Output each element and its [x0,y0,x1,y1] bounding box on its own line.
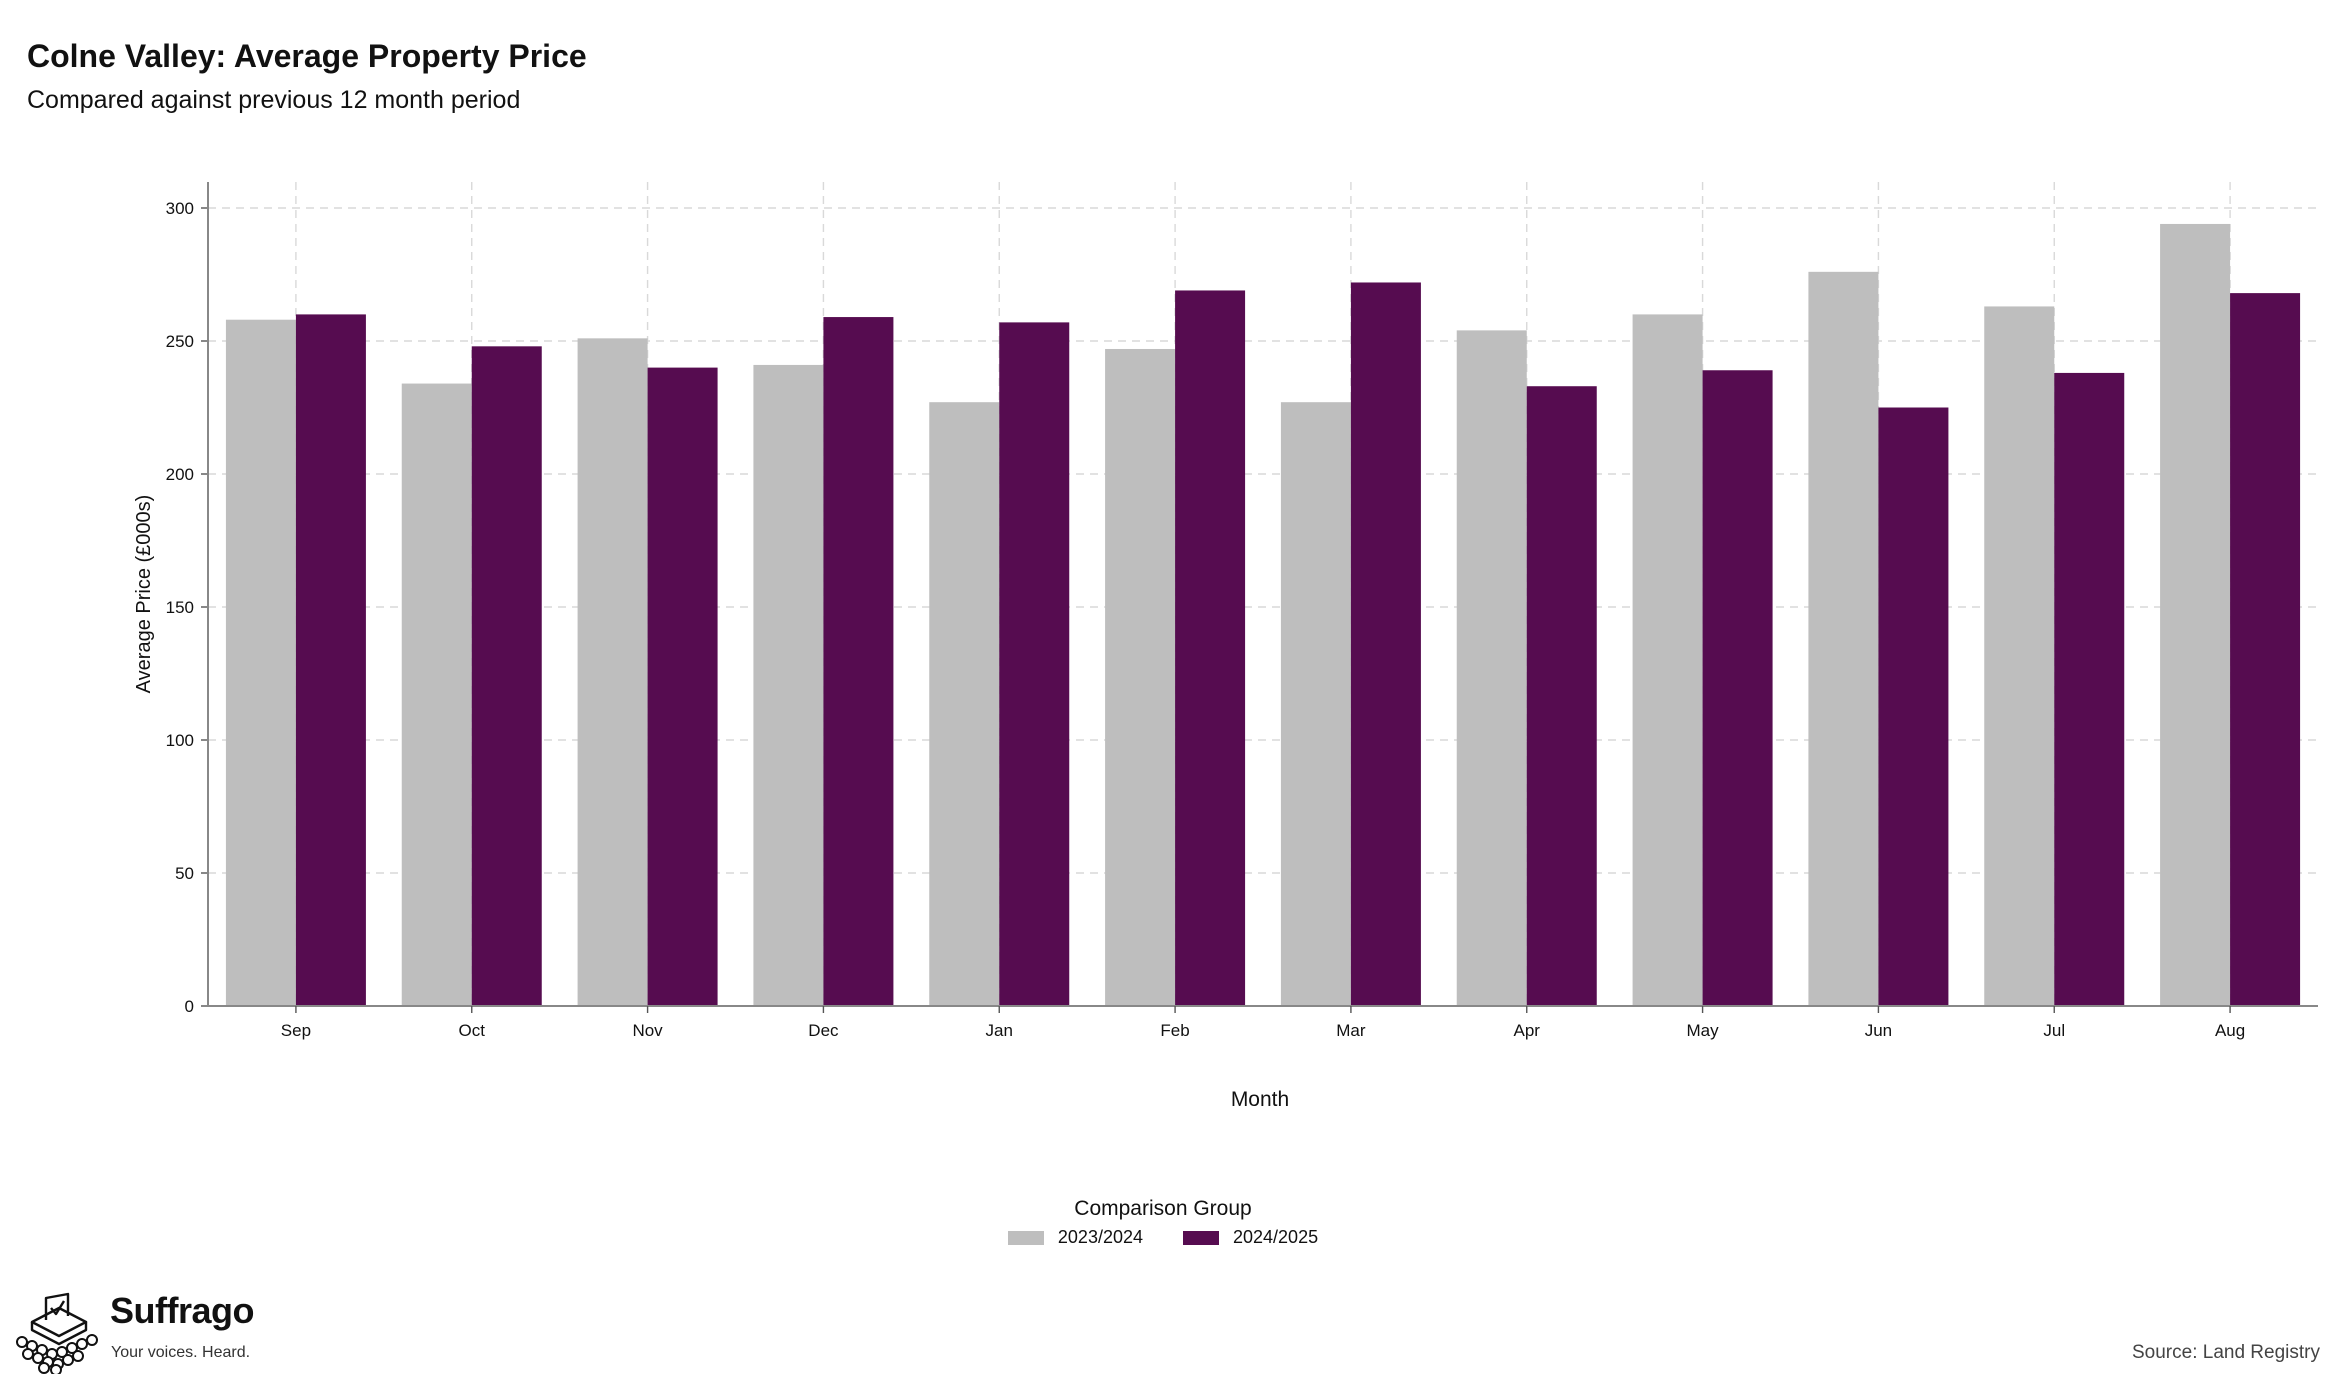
bar-chart: 0 50 100 150 200 250 300 Sep Oct Nov Dec Jan Feb Mar A… [133,182,2318,1111]
bar-2024-2025-nov [647,367,718,1007]
bar-2024-2025-aug [2230,293,2301,1006]
bar-2023-2024-apr [1456,330,1527,1006]
y-tick-label: 250 [166,332,194,351]
bar-2024-2025-jul [2054,372,2125,1006]
y-tick-label: 100 [166,731,194,750]
legend-swatch-2023-2024 [1007,1230,1044,1245]
x-tick-label: Dec [808,1021,839,1040]
bar-2024-2025-oct [471,346,542,1006]
bar-2023-2024-jul [1984,306,2055,1006]
source-note: Source: Land Registry [2132,1342,2320,1363]
brand-logo: Suffrago Your voices. Heard. [14,1290,255,1374]
bar-2024-2025-dec [823,317,894,1006]
chart-subtitle: Compared against previous 12 month perio… [27,86,521,114]
chart-title: Colne Valley: Average Property Price [27,38,587,74]
legend: Comparison Group 2023/2024 2024/2025 [0,1197,2334,1248]
legend-swatch-2024-2025 [1183,1230,1219,1245]
x-tick-label: May [1687,1021,1720,1040]
x-tick-label: Feb [1160,1021,1189,1040]
bar-2024-2025-may [1702,370,1773,1006]
bar-2023-2024-jun [1808,271,1879,1007]
bar-2023-2024-may [1632,314,1703,1006]
y-tick-label: 300 [166,199,194,218]
x-tick-label: Nov [632,1021,663,1040]
x-tick-label: Sep [281,1021,311,1040]
x-axis-title: Month [1231,1088,1289,1111]
brand-name: Suffrago [110,1290,255,1331]
y-tick-label: 50 [175,864,194,883]
bar-2023-2024-sep [225,319,296,1007]
y-tick-label: 150 [166,598,194,617]
legend-label-2023-2024: 2023/2024 [1057,1227,1143,1247]
bar-2024-2025-mar [1350,282,1421,1007]
bar-2023-2024-dec [753,364,824,1006]
y-tick-label: 200 [166,465,194,484]
x-tick-label: Jul [2043,1021,2065,1040]
legend-label-2024-2025: 2024/2025 [1233,1227,1319,1247]
x-tick-label: Mar [1336,1021,1366,1040]
bar-2023-2024-aug [2160,223,2231,1006]
x-tick-label: Aug [2215,1021,2245,1040]
bar-2023-2024-oct [401,383,472,1006]
bar-2024-2025-feb [1175,290,1246,1007]
x-tick-label: Jan [986,1021,1013,1040]
x-tick-label: Oct [459,1021,486,1040]
legend-item-2023-2024: 2023/2024 [1007,1227,1143,1248]
bar-2023-2024-nov [577,338,648,1007]
bar-2023-2024-jan [929,402,1000,1006]
bar-2024-2025-jan [999,322,1070,1006]
brand-tagline: Your voices. Heard. [111,1344,251,1361]
bar-2023-2024-mar [1280,402,1351,1006]
legend-title: Comparison Group [1074,1197,1252,1220]
bar-2023-2024-feb [1105,348,1176,1007]
ballot-box-icon [16,1292,98,1374]
bar-2024-2025-sep [295,314,366,1006]
bar-2024-2025-apr [1526,386,1597,1007]
y-tick-label: 0 [185,997,194,1016]
x-tick-label: Apr [1514,1021,1541,1040]
x-tick-label: Jun [1865,1021,1892,1040]
bar-2024-2025-jun [1878,407,1949,1006]
y-axis-title: Average Price (£000s) [133,495,155,694]
legend-item-2024-2025: 2024/2025 [1183,1227,1318,1248]
